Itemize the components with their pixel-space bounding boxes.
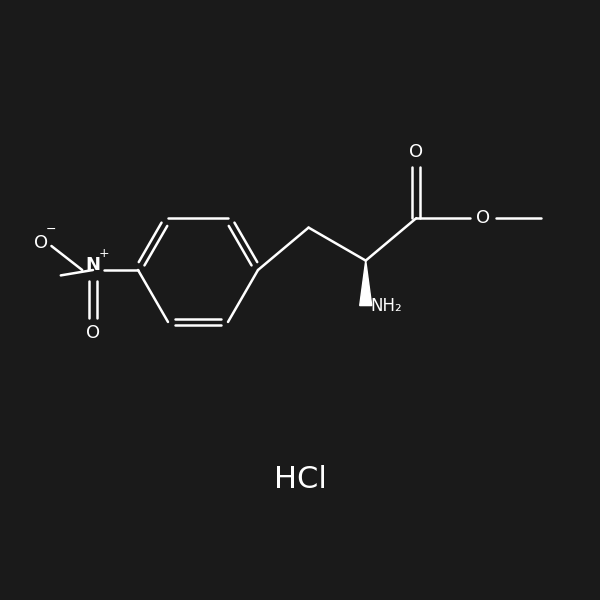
Text: O: O <box>476 209 491 227</box>
Text: O: O <box>409 143 424 161</box>
Text: NH₂: NH₂ <box>371 296 403 314</box>
Text: O: O <box>34 234 47 252</box>
Text: HCl: HCl <box>274 466 326 494</box>
Text: N: N <box>85 256 100 274</box>
Text: −: − <box>46 223 56 236</box>
Polygon shape <box>360 260 372 305</box>
Text: +: + <box>98 247 109 260</box>
Text: O: O <box>86 324 100 342</box>
